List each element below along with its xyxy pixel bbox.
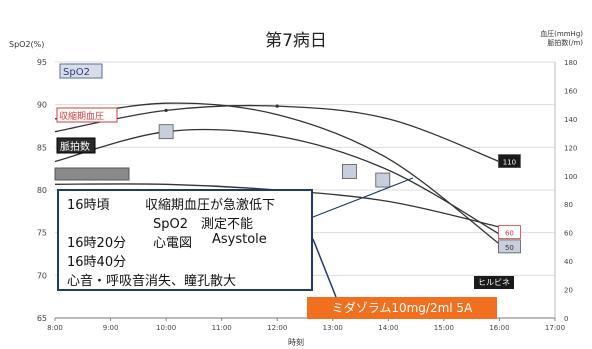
x-tick-label: 16:00	[489, 324, 509, 332]
legend-fourth-box	[54, 167, 130, 181]
left-tick-label: 75	[37, 229, 47, 238]
series-end-marker	[498, 154, 521, 168]
note-arrest-signs: 心音・呼吸音消失、瞳孔散大	[67, 274, 237, 289]
x-tick-label: 12:00	[267, 324, 287, 332]
note-time-1600: 16時頃	[67, 198, 110, 213]
x-tick-label: 9:00	[103, 324, 119, 332]
x-tick-label: 15:00	[434, 324, 454, 332]
left-tick-label: 95	[37, 58, 47, 67]
series-end-label: 60	[505, 230, 514, 238]
legend-sbp-label: 収縮期血圧	[59, 110, 104, 122]
right-tick-label: 80	[564, 201, 573, 209]
note-spo2-unmeasurable: SpO2 測定不能	[153, 217, 254, 232]
right-tick-label: 140	[564, 116, 577, 124]
right-tick-label: 0	[564, 315, 568, 323]
note-pointer-line	[312, 177, 414, 218]
clinical-notes-box: 16時頃 収縮期血圧が急激低下 SpO2 測定不能 16時20分 心電図 Asy…	[57, 189, 313, 291]
left-tick-label: 65	[37, 314, 47, 323]
legend: SpO2 収縮期血圧 脈拍数	[54, 63, 130, 181]
right-axis-label-1: 血圧(mmHg)	[540, 29, 583, 38]
end-label-hr-stop: ヒルビネ	[474, 276, 514, 289]
series-end-label: 110	[503, 159, 516, 167]
note-time-1620: 16時20分	[67, 236, 127, 251]
right-tick-label: 160	[564, 87, 577, 95]
note-ecg-value: Asystole	[212, 232, 267, 247]
series-point	[164, 108, 168, 112]
midazolam-label: ミダゾラム10mg/2ml 5A	[307, 297, 497, 319]
right-tick-label: 60	[564, 230, 573, 238]
chart-title: 第7病日	[265, 31, 327, 51]
data-series: 110 60 50	[54, 102, 521, 298]
series-marker-box	[342, 164, 357, 179]
x-tick-label: 10:00	[156, 324, 176, 332]
series-line-0	[54, 102, 500, 245]
left-tick-label: 70	[37, 271, 47, 280]
right-tick-label: 20	[564, 287, 573, 295]
left-tick-label: 90	[37, 101, 47, 110]
series-end-marker	[498, 225, 521, 240]
series-marker-box	[158, 124, 174, 140]
note-ecg-label: 心電図	[153, 236, 193, 251]
right-tick-label: 40	[564, 258, 573, 266]
legend-spo2-box	[59, 63, 103, 79]
note-pointer-line	[312, 238, 337, 298]
x-tick-label: 13:00	[323, 324, 343, 332]
right-axis-label-2: 脈拍数(/m)	[547, 38, 583, 47]
series-end-marker	[498, 239, 521, 254]
right-tick-label: 100	[564, 173, 577, 181]
note-time-1640: 16時40分	[67, 255, 127, 270]
left-tick-label: 80	[37, 186, 47, 195]
series-marker-box	[375, 172, 391, 188]
right-tick-label: 180	[564, 59, 577, 67]
legend-sbp-box	[56, 107, 118, 123]
series-line-2	[54, 128, 500, 235]
right-tick-label: 120	[564, 144, 577, 152]
x-tick-label: 17:00	[545, 324, 565, 332]
x-tick-label: 8:00	[47, 324, 63, 332]
series-point	[275, 104, 279, 108]
x-tick-label: 11:00	[212, 324, 232, 332]
x-tick-label: 14:00	[378, 324, 398, 332]
note-sbp-drop: 収縮期血圧が急激低下	[145, 198, 276, 213]
left-axis-label: SpO2(%)	[9, 40, 44, 49]
legend-pulse-box	[56, 137, 96, 154]
legend-spo2-label: SpO2	[63, 67, 90, 78]
tick-labels: 95 90 85 80 75 70 65 180 160 140 120 100 80 60 40 20 0 8:…	[37, 58, 578, 332]
series-end-label: 50	[505, 244, 514, 252]
left-tick-label: 85	[37, 143, 47, 152]
legend-pulse-label: 脈拍数	[60, 140, 90, 153]
x-axis-label: 時刻	[288, 337, 304, 347]
